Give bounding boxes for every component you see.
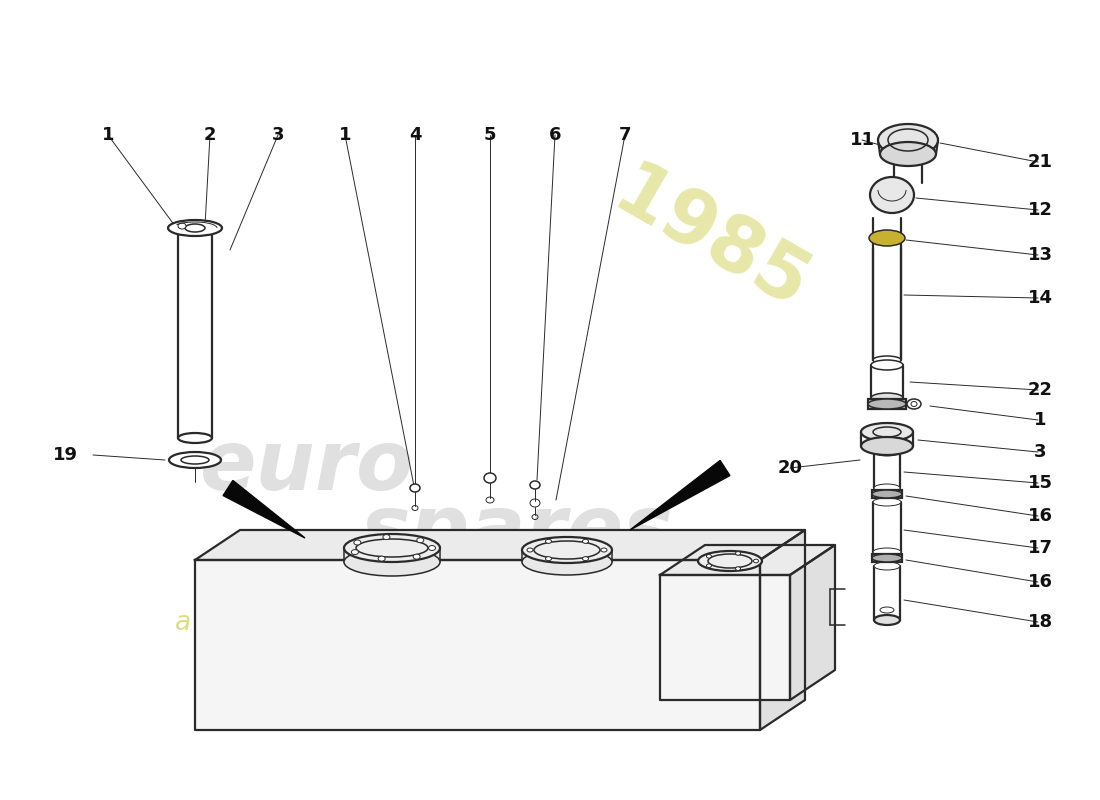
Text: a passion for parts since 1985: a passion for parts since 1985 [175,610,573,636]
Ellipse shape [522,537,612,563]
Polygon shape [630,461,730,530]
Ellipse shape [522,549,612,575]
Text: 12: 12 [1027,201,1053,219]
Text: 17: 17 [1027,539,1053,557]
Text: 1: 1 [101,126,114,144]
Text: 4: 4 [409,126,421,144]
Polygon shape [790,545,835,700]
Ellipse shape [872,490,902,498]
Ellipse shape [754,559,759,563]
Ellipse shape [168,220,222,236]
Text: 16: 16 [1027,507,1053,525]
Ellipse shape [871,360,903,370]
Ellipse shape [344,548,440,576]
Ellipse shape [869,230,905,246]
Ellipse shape [874,562,900,570]
Ellipse shape [706,554,712,558]
Text: 15: 15 [1027,474,1053,492]
Ellipse shape [351,550,359,554]
Text: 18: 18 [1027,613,1053,631]
Ellipse shape [736,567,740,570]
Polygon shape [195,560,760,730]
Ellipse shape [378,556,385,561]
Ellipse shape [601,548,607,552]
Ellipse shape [546,557,551,561]
Ellipse shape [861,437,913,455]
Bar [872,554,902,562]
Polygon shape [660,575,790,700]
Ellipse shape [880,142,936,166]
Bar [872,490,902,498]
Ellipse shape [583,557,588,561]
Ellipse shape [410,484,420,492]
Ellipse shape [178,223,186,229]
Text: 1985: 1985 [600,156,821,326]
Ellipse shape [873,356,901,364]
Text: 1: 1 [1034,411,1046,429]
Text: 1: 1 [339,126,351,144]
Text: 16: 16 [1027,573,1053,591]
Ellipse shape [417,538,424,542]
Text: spares: spares [360,491,673,572]
Polygon shape [760,530,805,730]
Text: 14: 14 [1027,289,1053,307]
Ellipse shape [874,484,900,492]
Polygon shape [223,481,305,538]
Ellipse shape [344,534,440,562]
Ellipse shape [484,473,496,483]
Text: 5: 5 [484,126,496,144]
Ellipse shape [169,452,221,468]
Ellipse shape [414,554,420,559]
Ellipse shape [706,564,712,567]
Ellipse shape [698,551,762,571]
Text: 6: 6 [549,126,561,144]
Text: 7: 7 [618,126,631,144]
Polygon shape [195,530,805,560]
Ellipse shape [878,124,938,156]
Ellipse shape [868,399,906,409]
Text: 13: 13 [1027,246,1053,264]
Ellipse shape [908,399,921,409]
Text: 19: 19 [53,446,77,464]
Ellipse shape [873,498,901,506]
Ellipse shape [429,546,436,550]
Ellipse shape [874,448,900,456]
Text: 20: 20 [778,459,803,477]
Ellipse shape [861,423,913,441]
Text: 21: 21 [1027,153,1053,171]
Text: 22: 22 [1027,381,1053,399]
Text: 3: 3 [1034,443,1046,461]
Ellipse shape [546,539,551,543]
Ellipse shape [870,177,914,213]
Ellipse shape [383,534,389,540]
Ellipse shape [354,540,361,545]
Ellipse shape [527,548,534,552]
Ellipse shape [583,539,588,543]
Text: 2: 2 [204,126,217,144]
Bar [868,399,906,409]
Ellipse shape [530,481,540,489]
Text: 3: 3 [272,126,284,144]
Polygon shape [660,545,835,575]
Ellipse shape [736,551,740,555]
Text: euro: euro [200,426,415,507]
Text: 11: 11 [849,131,875,149]
Ellipse shape [872,554,902,562]
Ellipse shape [874,615,900,625]
Ellipse shape [178,433,212,443]
Ellipse shape [873,548,901,556]
Ellipse shape [871,393,903,403]
